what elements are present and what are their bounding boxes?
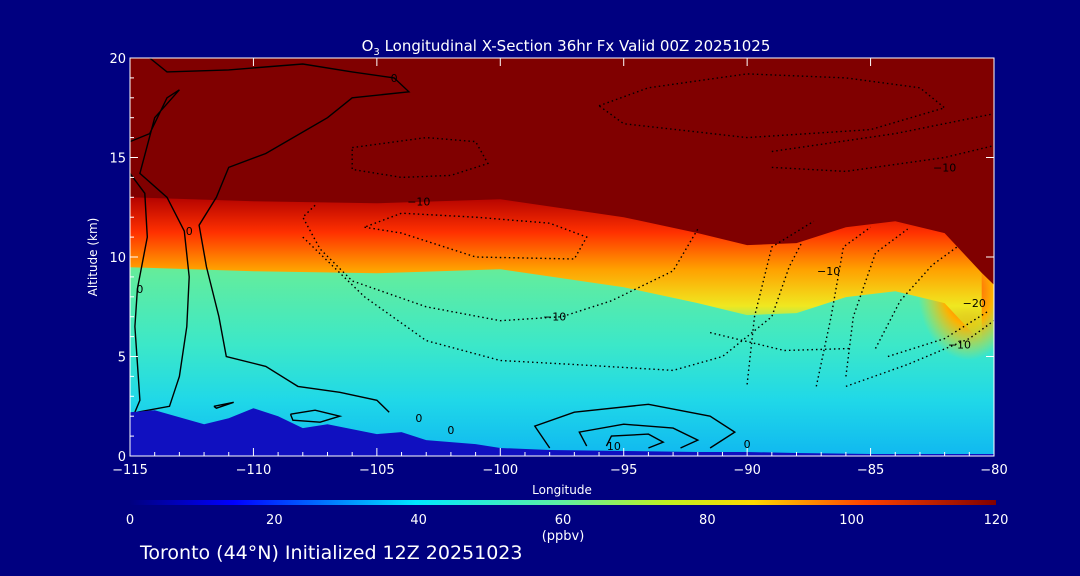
colorbar-tick-label: 20: [266, 513, 283, 528]
y-axis: 0 5 10 15 20: [109, 52, 994, 465]
contour-solid: [578, 423, 700, 449]
contour-label: 0: [447, 424, 454, 437]
colorbar-tick-label: 60: [555, 513, 572, 528]
x-tick-label: −100: [482, 463, 518, 478]
contour-label: −10: [948, 339, 971, 352]
contour-dashed: [887, 310, 990, 358]
contour-label: 0: [186, 225, 193, 238]
footer-caption: Toronto (44°N) Initialized 12Z 20251023: [140, 542, 523, 564]
contour-label: 0: [391, 72, 398, 85]
x-tick-label: −105: [359, 463, 395, 478]
contour-dashed: [364, 212, 588, 260]
contour-label: −10: [407, 195, 430, 208]
colorbar: [130, 500, 996, 505]
contour-labels: 0 0 0 0 0 0 10 −10 −10 −10 −10 −20 −10: [136, 72, 985, 453]
x-tick-label: −115: [112, 463, 148, 478]
plot-area: 0 0 0 0 0 0 10 −10 −10 −10 −10 −20 −10: [130, 58, 994, 456]
contour-dashed: [771, 113, 994, 153]
contour-dashed: [874, 246, 958, 349]
contour-solid: [605, 433, 665, 449]
contour-label: −10: [543, 311, 566, 324]
stratosphere-region: [130, 58, 994, 285]
y-axis-label: Altitude (km): [86, 218, 100, 297]
contour-dashed: [746, 220, 815, 385]
colorbar-tick-label: 100: [839, 513, 864, 528]
tropopause-band: [130, 195, 982, 343]
contour-solid: [213, 401, 234, 409]
contour-label: 0: [136, 283, 143, 296]
x-axis: −115 −110 −105 −100 −95 −90 −85 −80: [112, 58, 1008, 478]
x-tick-label: −110: [236, 463, 272, 478]
x-tick-label: −85: [857, 463, 884, 478]
terrain: [130, 408, 994, 456]
y-tick-label: 5: [118, 351, 126, 366]
x-tick-label: −80: [980, 463, 1007, 478]
x-tick-label: −95: [610, 463, 637, 478]
y-tick-label: 15: [109, 152, 126, 167]
title-subscript: 3: [373, 47, 379, 58]
contour-label: −20: [963, 297, 986, 310]
contour-label: 0: [744, 438, 751, 451]
contour-lines: [130, 58, 994, 449]
colorbar-tick-label: 40: [410, 513, 427, 528]
x-axis-label: Longitude: [532, 483, 592, 497]
y-tick-label: 20: [109, 52, 126, 67]
contour-dashed: [815, 226, 872, 387]
title-prefix: O: [362, 37, 374, 55]
colorbar-tick-label: 80: [699, 513, 716, 528]
contour-label: 10: [607, 440, 621, 453]
contour-dashed: [845, 320, 994, 388]
chart-title: O3 Longitudinal X-Section 36hr Fx Valid …: [362, 37, 771, 58]
contour-label: −10: [933, 161, 956, 174]
colorbar-tick-label: 120: [984, 513, 1009, 528]
y-tick-label: 10: [109, 251, 126, 266]
contour-dashed: [771, 144, 994, 173]
contour-solid: [533, 403, 737, 449]
contour-solid: [149, 58, 411, 413]
title-rest: Longitudinal X-Section 36hr Fx Valid 00Z…: [380, 37, 771, 55]
y-tick-label: 0: [118, 450, 126, 465]
colorbar-tick-label: 0: [126, 513, 134, 528]
contour-dashed: [351, 136, 489, 179]
contour-label: 0: [415, 412, 422, 425]
contour-solid: [130, 89, 190, 413]
contour-solid: [130, 172, 149, 413]
contour-label: −10: [817, 265, 840, 278]
colorbar-label: (ppbv): [542, 529, 585, 544]
contour-solid: [289, 409, 343, 423]
colorbar-ticks: 0 20 40 60 80 100 120: [126, 513, 1009, 528]
x-tick-label: −90: [733, 463, 760, 478]
